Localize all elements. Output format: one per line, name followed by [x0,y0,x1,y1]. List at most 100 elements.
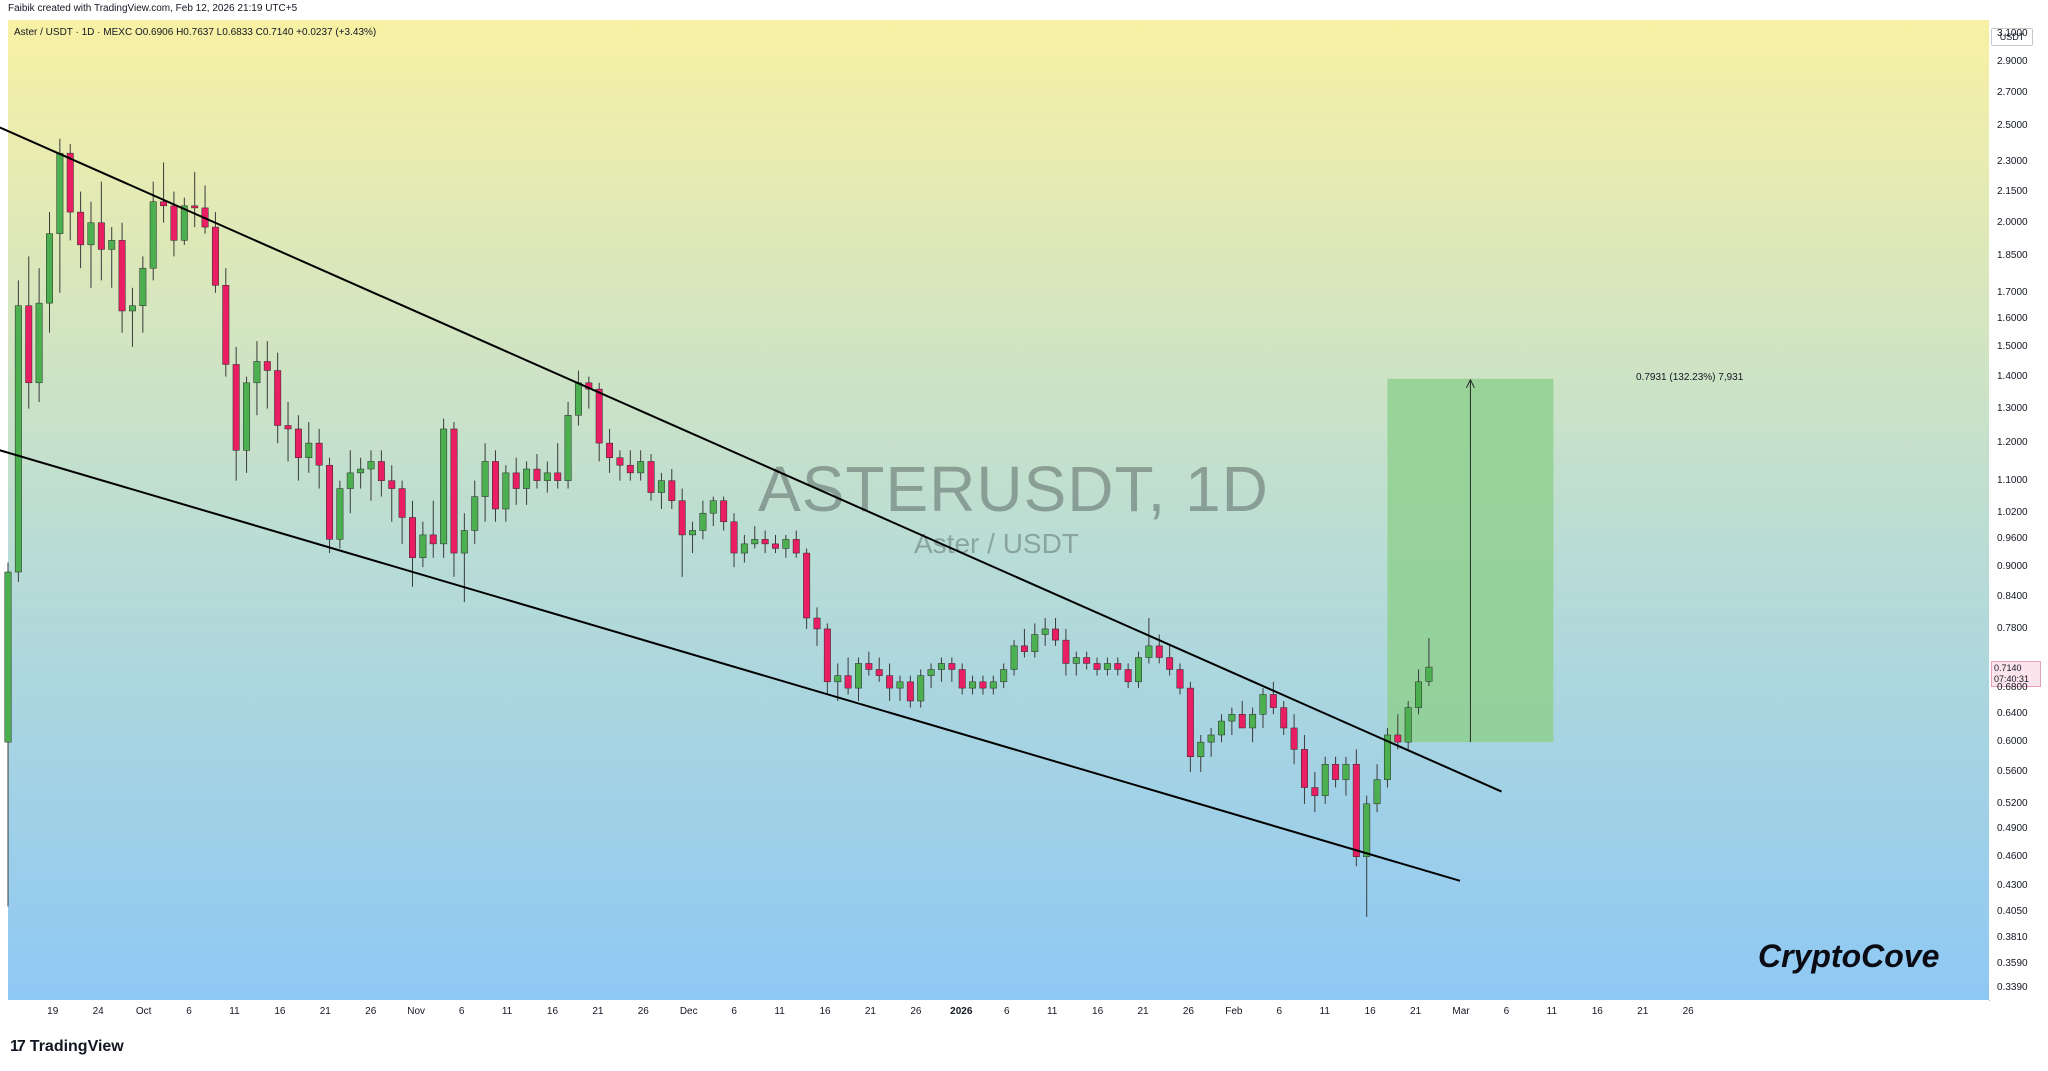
time-tick-label: 16 [274,1006,286,1017]
candle-body [492,461,499,510]
candle-body [398,488,406,518]
time-tick-label: 21 [592,1006,604,1017]
time-tick-label: Oct [135,1006,152,1017]
candle-body [77,211,85,246]
candle-body [1010,645,1018,670]
candle-body [979,681,987,689]
candle-body [429,534,437,545]
candle-body [128,305,136,312]
candle-body [460,530,468,554]
candle-body [357,468,365,474]
candle-body [1383,734,1391,780]
candle-body [1093,663,1101,670]
tradingview-logo[interactable]: 17 TradingView [10,1038,124,1056]
time-tick-label: 21 [1637,1006,1649,1017]
symbol-watermark: ASTERUSDT, 1D [758,453,1269,525]
candle-body [948,663,956,670]
candle-body [367,461,375,470]
candle-body [875,669,883,676]
candle-body [699,512,707,531]
brand-overlay-text: CryptoCove [1758,938,1940,974]
price-tick-label: 2.9000 [1997,56,2028,68]
candle-body [595,388,603,444]
price-tick-label: 0.9000 [1997,561,2028,573]
candle-body [481,461,489,497]
time-tick-label: 24 [92,1006,104,1017]
candle-body [1415,681,1423,708]
candle-body [1218,720,1225,736]
price-tick-label: 0.5600 [1997,765,2028,777]
price-tick-label: 1.7000 [1997,286,2028,298]
candle-body [1083,657,1091,664]
tradingview-logo-text: TradingView [29,1038,124,1055]
candle-body [1342,763,1350,780]
candle-body [4,571,12,743]
candle-body [409,517,416,558]
candle-body [160,201,168,207]
chart-attribution: Faibik created with TradingView.com, Feb… [8,3,298,14]
time-tick-label: 26 [1182,1006,1194,1017]
candle-body [564,415,572,481]
candle-body [523,468,531,489]
time-tick-label: 6 [1503,1006,1510,1017]
candle-body [1197,741,1205,757]
price-tick-label: 0.3590 [1997,957,2028,969]
price-axis[interactable]: USDT 0.7140 07:40:31 3.1000 2.9000 2.7000 2… [1989,20,2048,1000]
time-tick-label: Dec [679,1006,698,1017]
candle-body [346,472,354,489]
price-tick-label: 0.3810 [1997,932,2028,943]
candle-body [315,442,323,466]
measure-tool-label: 0.7931 (132.23%) 7,931 [1636,372,1744,383]
time-tick-label: 26 [1682,1006,1694,1017]
time-tick-label: 21 [864,1006,876,1017]
time-tick-label: 11 [1546,1006,1558,1017]
candle-body [844,675,852,689]
candle-body [294,428,302,458]
candle-body [989,681,997,689]
price-tick-label: 0.4600 [1997,850,2028,862]
trendline-lower [0,449,1461,882]
time-axis[interactable]: 19 24 Oct 6 11 16 21 26 Nov 6 11 16 21 26 Dec 6 11 16 21 26… [8,1000,1989,1022]
time-tick-label: 19 [47,1006,59,1017]
candle-body [284,425,292,430]
candle-body [1114,663,1122,670]
candle-body [906,681,914,702]
time-tick-label: 11 [1046,1006,1058,1017]
candle-body [450,428,458,554]
time-tick-label: 16 [546,1006,559,1017]
candle-body [689,530,696,536]
time-tick-label: 16 [1591,1006,1603,1017]
currency-selector[interactable]: USDT [1991,28,2033,46]
time-tick-label: 16 [819,1006,831,1017]
candle-body [1135,657,1142,683]
time-tick-label: 26 [637,1006,649,1017]
last-price-label: 0.7140 07:40:31 [1991,661,2041,688]
price-tick-label: 2.7000 [1997,87,2028,99]
candle-body [336,488,344,540]
candle-body [1062,639,1070,664]
candle-body [1166,657,1174,670]
candle-body [243,382,251,451]
candle-body [823,628,831,683]
measure-arrow-head [1465,378,1475,388]
time-tick-label: 11 [229,1006,240,1017]
time-tick-label: 6 [186,1006,192,1017]
candle-body [533,468,541,481]
candle-body [782,539,790,549]
candle-body [46,233,53,304]
candle-body [1145,645,1153,658]
time-tick-label: 6 [1003,1006,1010,1017]
candle-body [1269,694,1277,708]
price-tick-label: 0.4300 [1997,879,2028,891]
candle-body [1072,657,1080,664]
candle-body [1020,645,1028,652]
candle-body [1321,763,1329,796]
price-tick-label: 0.7800 [1997,622,2028,634]
candle-body [180,205,188,241]
candle-body [471,496,479,531]
time-tick-label: 26 [910,1006,922,1017]
price-tick-label: 3.1000 [1997,27,2028,39]
price-tick-label: 1.3000 [1997,402,2028,414]
candle-body [274,370,282,426]
time-tick-label: 11 [774,1006,785,1017]
